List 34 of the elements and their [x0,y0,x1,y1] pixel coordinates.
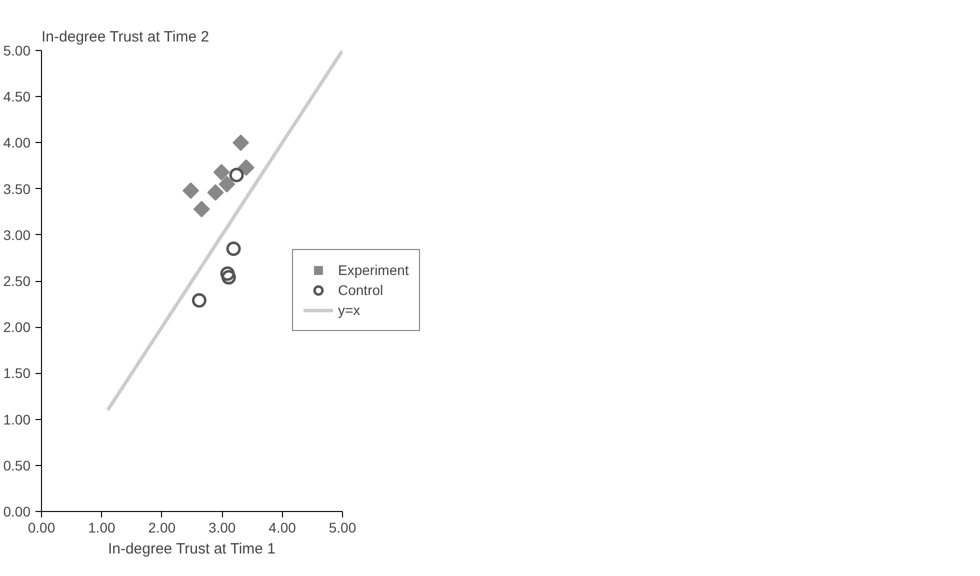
point [220,266,235,281]
x-tick-label: 0.00 [28,520,56,536]
x-tick-label: 4.00 [268,520,296,536]
point [232,134,250,151]
x-axis-title: In-degree Trust at Time 1 [108,540,276,558]
point [182,182,200,199]
point [238,159,254,176]
legend-label: y=x [338,302,360,318]
x-tick-label: 2.00 [148,520,176,536]
point [226,241,241,256]
legend-label: Experiment [338,262,409,278]
y-tick-label: 4.50 [3,88,31,105]
y-axis-title: In-degree Trust at Time 2 [42,28,210,46]
y-tick-label: 3.50 [3,180,31,197]
point [213,164,230,180]
y-tick-label: 0.50 [3,457,31,474]
legend-label: Control [338,282,384,298]
y-tick-label: 0.00 [3,504,31,520]
x-tick-label: 1.00 [88,520,116,536]
y-tick-label: 3.00 [3,226,31,243]
point [192,293,206,308]
point [221,270,236,285]
y-tick-label: 5.00 [3,42,31,58]
point [207,184,224,201]
x-tick-label: 5.00 [328,520,356,536]
y-tick-label: 1.50 [3,365,31,382]
x-tick-label: 3.00 [208,520,236,536]
point [218,176,236,192]
y-tick-label: 2.00 [3,319,31,336]
y-tick-label: 2.50 [3,273,31,289]
point [229,168,244,182]
y-tick-label: 1.00 [3,411,31,428]
point [193,200,210,218]
y-tick-label: 4.00 [3,134,31,151]
